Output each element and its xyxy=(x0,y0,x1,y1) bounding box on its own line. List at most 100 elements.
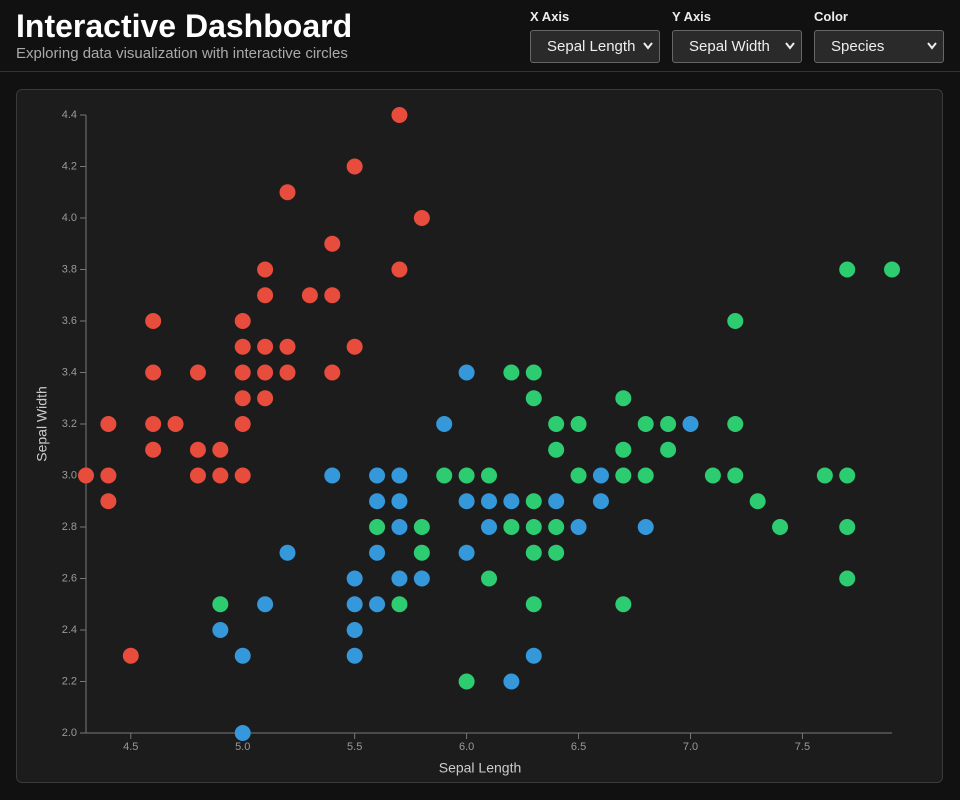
y-tick-label: 4.2 xyxy=(62,160,77,172)
header: Interactive Dashboard Exploring data vis… xyxy=(0,0,960,72)
chevron xyxy=(927,42,937,50)
data-point xyxy=(346,338,363,355)
data-point xyxy=(257,261,274,278)
data-point xyxy=(772,519,789,535)
data-point xyxy=(592,467,609,484)
title: Interactive Dashboard xyxy=(16,8,353,44)
data-point xyxy=(525,544,542,561)
chart-panel: Sepal Length Sepal Width 4.5 5.0 5.5 6.0 6.5… xyxy=(16,89,943,783)
data-point xyxy=(436,467,453,484)
data-point xyxy=(548,441,565,458)
data-point xyxy=(369,596,386,613)
y-tick-label: 3.8 xyxy=(62,263,77,275)
data-point xyxy=(458,673,475,690)
data-point xyxy=(637,519,654,535)
data-point xyxy=(324,235,341,252)
data-point xyxy=(122,647,139,664)
data-point xyxy=(458,544,475,561)
y-tick-label: 2.2 xyxy=(62,675,77,687)
data-point xyxy=(548,544,565,561)
data-point xyxy=(257,596,274,613)
color-select[interactable]: Species xyxy=(814,30,944,63)
data-point xyxy=(234,390,251,407)
x-tick-label: 4.5 xyxy=(123,741,138,753)
y-tick-label: 2.8 xyxy=(62,521,77,533)
data-point xyxy=(704,467,721,484)
data-point xyxy=(548,519,565,535)
data-point xyxy=(637,467,654,484)
data-point xyxy=(189,441,206,458)
data-point xyxy=(324,364,341,381)
chevron xyxy=(785,42,795,50)
data-point xyxy=(727,416,744,432)
data-point xyxy=(324,287,341,304)
data-point xyxy=(167,416,184,432)
data-point xyxy=(525,390,542,407)
data-point xyxy=(257,287,274,304)
data-point xyxy=(727,313,744,329)
y-tick-label: 3.4 xyxy=(62,366,77,378)
data-point xyxy=(682,416,699,432)
data-point xyxy=(615,441,632,458)
data-point xyxy=(660,441,677,458)
control-label: X Axis xyxy=(530,9,570,24)
x-axis-control: X Axis Sepal Length xyxy=(530,9,660,63)
data-point xyxy=(592,493,609,510)
data-point xyxy=(212,622,229,638)
data-point xyxy=(279,338,296,355)
data-point xyxy=(413,570,430,587)
data-point xyxy=(839,570,856,587)
data-point xyxy=(145,441,162,458)
data-point xyxy=(727,467,744,484)
data-point xyxy=(525,493,542,510)
data-point xyxy=(100,467,117,484)
x-tick-label: 5.5 xyxy=(347,741,362,753)
data-point xyxy=(839,467,856,484)
data-point xyxy=(391,467,408,484)
control-label: Color xyxy=(814,9,848,24)
data-point xyxy=(391,596,408,613)
data-point xyxy=(324,467,341,484)
y-tick-label: 3.2 xyxy=(62,418,77,430)
x-axis-select[interactable]: Sepal Length xyxy=(530,30,660,63)
y-tick-label: 3.6 xyxy=(62,315,77,327)
data-point xyxy=(839,519,856,535)
data-point xyxy=(839,261,856,278)
data-point xyxy=(548,416,565,432)
color-control: Color Species xyxy=(814,9,944,63)
data-point xyxy=(749,493,766,510)
data-point xyxy=(234,647,251,664)
data-point xyxy=(458,364,475,381)
data-point xyxy=(525,647,542,664)
y-tick-label: 2.6 xyxy=(62,572,77,584)
data-point xyxy=(279,544,296,561)
data-point xyxy=(481,467,497,484)
y-tick-label: 4.0 xyxy=(62,212,77,224)
data-point xyxy=(257,390,274,407)
data-point xyxy=(234,364,251,381)
y-tick-label: 3.0 xyxy=(62,469,77,481)
data-point xyxy=(212,596,229,613)
x-tick-label: 6.0 xyxy=(459,741,474,753)
data-point xyxy=(234,416,251,432)
data-point xyxy=(279,184,296,201)
select-value: Species xyxy=(831,38,885,55)
data-point xyxy=(570,519,587,535)
data-point xyxy=(145,364,162,381)
data-point xyxy=(503,364,520,381)
x-tick-label: 7.0 xyxy=(683,741,698,753)
data-point xyxy=(346,570,363,587)
y-axis-select[interactable]: Sepal Width xyxy=(672,30,802,63)
data-point xyxy=(189,364,206,381)
data-point xyxy=(369,467,386,484)
data-point xyxy=(234,338,251,355)
data-point xyxy=(145,416,162,432)
y-axis-control: Y Axis Sepal Width xyxy=(672,9,802,63)
data-point xyxy=(525,364,542,381)
data-point xyxy=(391,107,408,123)
data-point xyxy=(257,364,274,381)
y-tick-label: 2.4 xyxy=(62,624,77,636)
data-point xyxy=(391,570,408,587)
data-point xyxy=(816,467,833,484)
